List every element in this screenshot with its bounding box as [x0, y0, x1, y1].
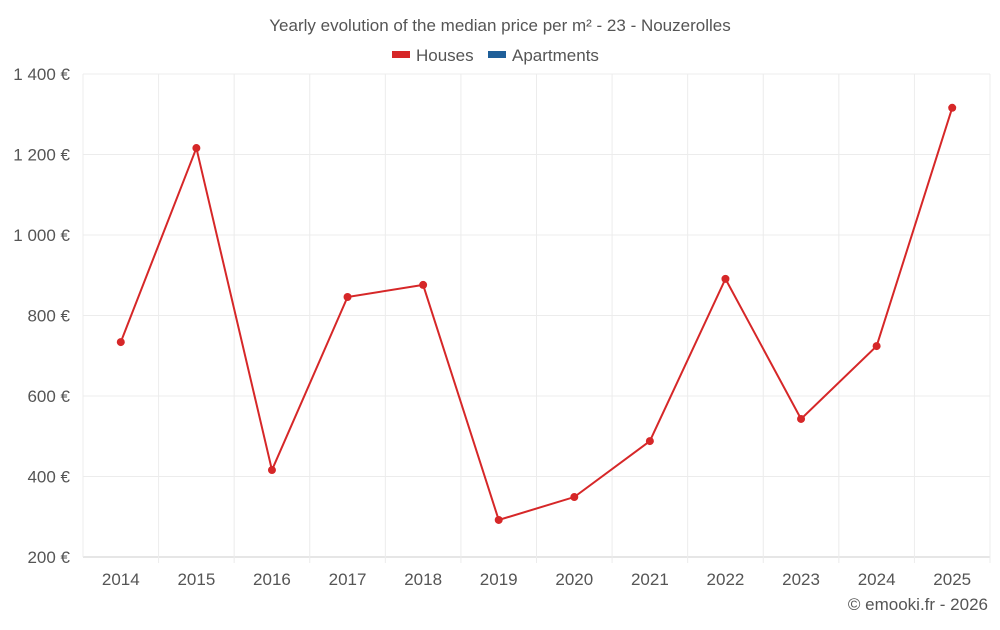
data-point: [267, 466, 276, 475]
x-tick-label: 2017: [329, 570, 367, 589]
chart-title: Yearly evolution of the median price per…: [269, 16, 730, 35]
data-point: [948, 103, 957, 112]
data-point: [116, 338, 125, 347]
legend-label-apartments[interactable]: Apartments: [512, 46, 599, 65]
data-point: [192, 144, 201, 153]
y-tick-label: 600 €: [27, 387, 70, 406]
x-tick-label: 2019: [480, 570, 518, 589]
data-point: [721, 274, 730, 283]
x-tick-label: 2016: [253, 570, 291, 589]
x-tick-label: 2018: [404, 570, 442, 589]
x-tick-label: 2014: [102, 570, 140, 589]
data-point: [570, 493, 579, 502]
data-point: [872, 342, 881, 351]
y-tick-label: 1 000 €: [13, 226, 70, 245]
x-tick-label: 2023: [782, 570, 820, 589]
y-tick-label: 1 200 €: [13, 146, 70, 165]
x-tick-label: 2024: [858, 570, 896, 589]
data-point: [494, 515, 503, 524]
series-line-houses: [119, 107, 954, 522]
x-tick-label: 2015: [177, 570, 215, 589]
data-point: [419, 280, 428, 289]
y-tick-label: 400 €: [27, 468, 70, 487]
legend-swatch-apartments: [488, 51, 506, 58]
legend[interactable]: Houses Apartments: [392, 46, 599, 65]
x-tick-label: 2021: [631, 570, 669, 589]
data-point: [645, 437, 654, 446]
data-point: [343, 292, 352, 301]
y-tick-label: 200 €: [27, 548, 70, 567]
y-tick-label: 1 400 €: [13, 65, 70, 84]
legend-swatch-houses: [392, 51, 410, 58]
x-tick-label: 2022: [707, 570, 745, 589]
credit: © emooki.fr - 2026: [848, 595, 988, 614]
data-point: [797, 414, 806, 423]
y-tick-label: 800 €: [27, 307, 70, 326]
legend-label-houses[interactable]: Houses: [416, 46, 474, 65]
x-tick-label: 2020: [555, 570, 593, 589]
x-tick-label: 2025: [933, 570, 971, 589]
